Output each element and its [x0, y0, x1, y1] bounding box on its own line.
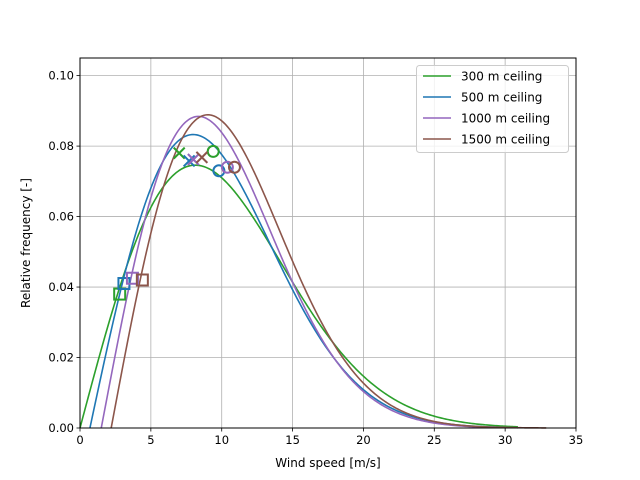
- x-tick-label: 15: [285, 433, 300, 447]
- y-tick-label: 0.04: [48, 280, 74, 294]
- series-curves: [79, 113, 547, 429]
- series-line: [79, 164, 518, 429]
- y-tick-label: 0.08: [48, 139, 74, 153]
- square-marker: [135, 273, 149, 287]
- series-line: [100, 115, 518, 429]
- x-tick-label: 0: [76, 433, 83, 447]
- x-tick-label: 5: [147, 433, 154, 447]
- y-axis-label: Relative frequency [-]: [19, 178, 33, 308]
- legend-label: 1000 m ceiling: [461, 112, 550, 126]
- legend: 300 m ceiling 500 m ceiling 1000 m ceiling…: [416, 65, 569, 153]
- series-markers: [113, 144, 241, 301]
- x-tick-label: 25: [427, 433, 442, 447]
- y-tick-label: 0.10: [48, 69, 74, 83]
- legend-label: 1500 m ceiling: [461, 133, 550, 147]
- y-tick-label: 0.02: [48, 351, 74, 365]
- y-tick-label: 0.06: [48, 210, 74, 224]
- x-tick-label: 10: [214, 433, 229, 447]
- legend-label: 300 m ceiling: [461, 70, 542, 84]
- circle-marker: [206, 144, 220, 158]
- series-line: [110, 113, 547, 429]
- x-tick-label: 20: [356, 433, 371, 447]
- x-axis-label: Wind speed [m/s]: [275, 456, 380, 470]
- plot-frame: [79, 57, 577, 429]
- x-marker: [182, 154, 196, 168]
- circle-marker: [220, 160, 234, 174]
- series-line: [89, 133, 504, 429]
- y-axis-ticks: 0.00 0.02 0.04 0.06 0.08 0.10: [48, 69, 80, 435]
- legend-label: 500 m ceiling: [461, 91, 542, 105]
- circle-marker: [227, 160, 241, 174]
- x-axis-ticks: 0 5 10 15 20 25 30 35: [76, 428, 583, 447]
- x-tick-label: 30: [498, 433, 513, 447]
- y-tick-label: 0.00: [48, 421, 74, 435]
- legend-box: [416, 65, 569, 153]
- x-marker: [195, 151, 209, 164]
- square-marker: [125, 271, 139, 285]
- x-tick-label: 35: [569, 433, 584, 447]
- x-marker: [172, 146, 186, 160]
